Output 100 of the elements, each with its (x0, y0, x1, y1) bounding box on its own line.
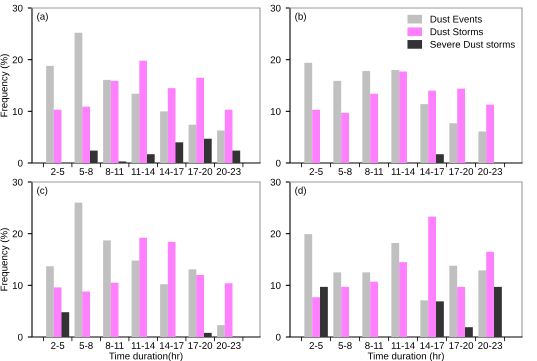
bar (217, 130, 225, 163)
x-tick-label: 20-23 (478, 342, 502, 349)
bar (160, 284, 168, 337)
bar (362, 71, 370, 163)
annotation: (d) (295, 186, 306, 196)
x-tick-label: 5-8 (80, 168, 93, 175)
bar (341, 286, 350, 337)
y-tick-label: 0 (18, 160, 23, 167)
x-tick-label: 17-20 (188, 168, 212, 175)
y-tick-label: 20 (270, 56, 281, 64)
x-tick-label: 17-20 (188, 342, 212, 349)
x-tick-label: 11-14 (132, 342, 155, 349)
y-tick-label: 30 (270, 178, 281, 186)
bar (428, 90, 436, 163)
bar (74, 32, 82, 163)
x-tick-label: 20-23 (216, 342, 241, 349)
bar (103, 80, 111, 163)
bar (146, 154, 155, 163)
bar (232, 150, 240, 163)
bar (224, 110, 232, 163)
x-tick-label: 17-20 (449, 342, 474, 349)
y-axis-title: Frequency (%) (0, 228, 10, 291)
bar (224, 283, 232, 337)
bar (341, 112, 350, 163)
bar (362, 272, 370, 337)
x-tick-label: 5-8 (80, 342, 93, 349)
x-tick-label: 8-11 (365, 168, 383, 175)
bar (46, 66, 54, 163)
bar (132, 94, 140, 163)
x-axis-title: Time duration(hr) (109, 352, 182, 361)
x-tick-label: 5-8 (338, 168, 352, 175)
x-tick-label: 14-17 (420, 168, 444, 175)
y-tick-label: 0 (18, 334, 23, 341)
bar (478, 131, 486, 163)
x-tick-label: 2-5 (51, 168, 64, 175)
bar (420, 104, 428, 163)
x-tick-label: 14-17 (160, 168, 184, 175)
bar (428, 216, 436, 337)
x-tick-label: 2-5 (51, 342, 64, 349)
y-tick-label: 10 (270, 282, 281, 289)
bar (320, 286, 328, 337)
bar (391, 70, 400, 163)
bar (312, 110, 320, 163)
bar (204, 138, 212, 163)
bar (486, 252, 494, 337)
bar (82, 292, 90, 337)
bar (391, 242, 400, 337)
bar (494, 286, 502, 337)
annotation: (b) (295, 12, 306, 22)
y-tick-label: 10 (12, 108, 23, 115)
y-tick-label: 30 (270, 4, 281, 12)
legend-label: Dust Storms (430, 28, 483, 36)
bar (175, 142, 184, 163)
y-tick-label: 10 (12, 282, 23, 289)
x-tick-label: 14-17 (160, 342, 184, 349)
bar (46, 266, 54, 337)
x-tick-label: 8-11 (106, 342, 124, 349)
bar (304, 62, 312, 163)
bar (168, 242, 176, 337)
bar (449, 123, 458, 163)
x-tick-label: 11-14 (392, 168, 415, 175)
bar (436, 301, 444, 337)
annotation: (a) (37, 12, 48, 22)
bar (465, 327, 473, 337)
bar (478, 270, 486, 337)
x-tick-label: 20-23 (216, 168, 241, 175)
x-tick-label: 14-17 (420, 342, 444, 349)
bar (333, 80, 342, 163)
bar (399, 262, 408, 337)
x-tick-label: 2-5 (310, 342, 323, 349)
y-tick-label: 20 (12, 56, 23, 64)
x-tick-label: 11-14 (392, 342, 415, 349)
bar (370, 94, 378, 163)
bar (82, 106, 90, 163)
bar (110, 282, 118, 337)
y-tick-label: 30 (12, 178, 23, 186)
bar (204, 332, 212, 337)
x-tick-label: 2-5 (310, 168, 323, 175)
bar (168, 88, 176, 163)
x-tick-label: 20-23 (478, 168, 502, 175)
y-tick-label: 10 (270, 108, 281, 115)
bar (457, 286, 466, 337)
bar (139, 60, 147, 163)
y-tick-label: 20 (12, 230, 23, 238)
x-tick-label: 11-14 (132, 168, 155, 175)
legend-label: Dust Events (430, 16, 482, 23)
bar (90, 150, 98, 163)
bar (54, 287, 62, 337)
bar (217, 325, 225, 337)
bar (110, 80, 118, 163)
x-tick-label: 8-11 (106, 168, 124, 175)
bar (333, 272, 342, 337)
bar (436, 154, 444, 163)
y-tick-label: 20 (270, 230, 281, 238)
bar (420, 300, 428, 337)
bar (304, 234, 312, 337)
y-axis-title: Frequency (%) (0, 54, 10, 117)
bar (196, 275, 204, 337)
annotation: (c) (37, 186, 48, 196)
bar (449, 266, 458, 337)
